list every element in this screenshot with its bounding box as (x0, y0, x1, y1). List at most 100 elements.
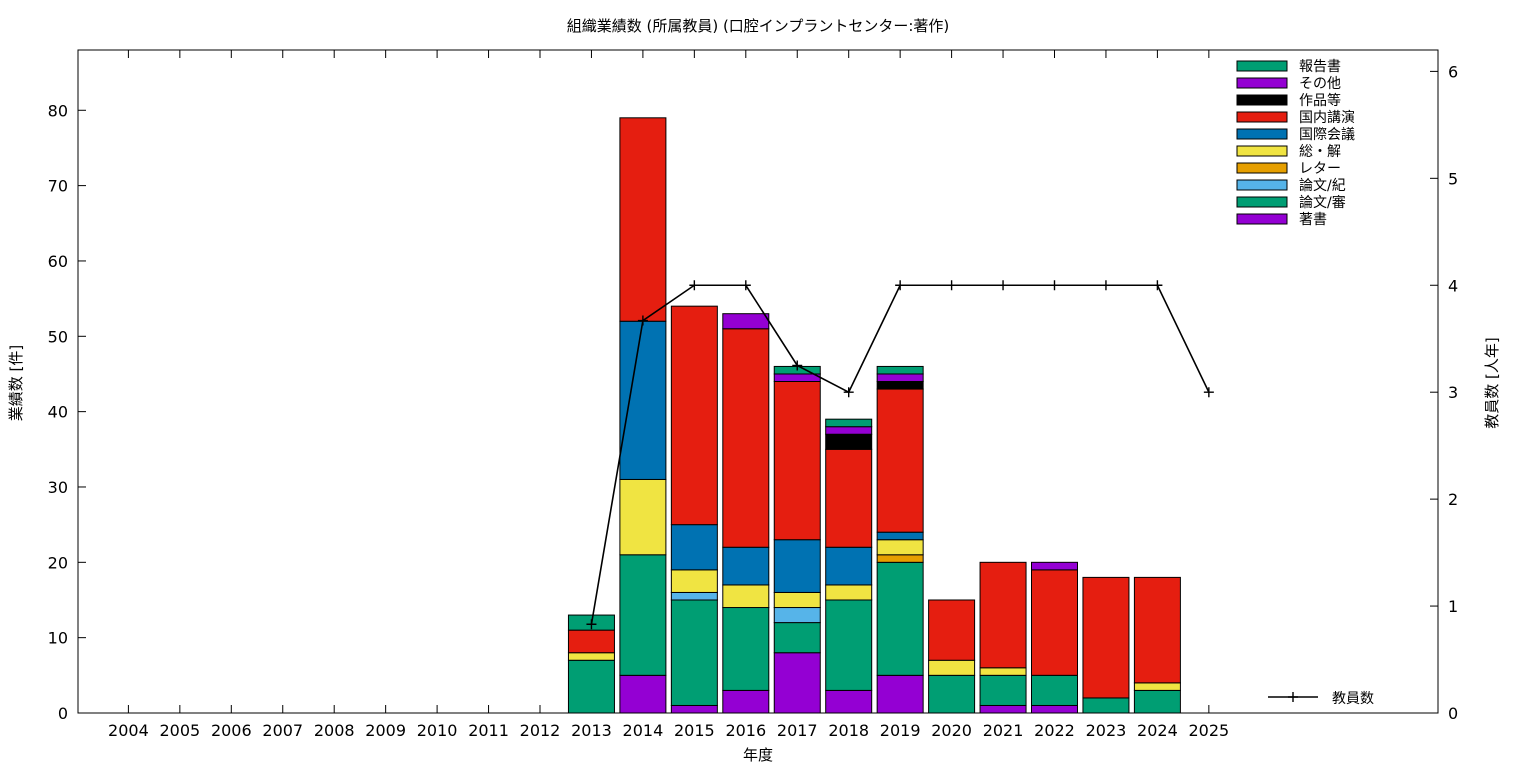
bar-segment (1031, 674, 1078, 706)
bar-segment (773, 622, 821, 654)
faculty-line-point (895, 280, 906, 291)
legend-label: 国内講演 (1299, 110, 1355, 126)
y2-tick-label: 3 (1448, 383, 1458, 402)
y2-tick-label: 5 (1448, 169, 1458, 188)
bar-segment (722, 546, 770, 586)
y2-axis-ticks: 0 1 2 3 4 5 6 (1430, 62, 1458, 723)
legend-label: その他 (1299, 76, 1341, 92)
bars (567, 117, 1181, 714)
legend-line-marker (1288, 692, 1298, 702)
x-tick-label: 2010 (417, 721, 458, 740)
y-tick-label: 70 (48, 177, 68, 196)
x-tick-label: 2015 (674, 721, 715, 740)
faculty-line-point (1100, 280, 1111, 291)
legend-swatch (1236, 60, 1288, 72)
legend-label: 報告書 (1299, 59, 1341, 75)
bar-segment (979, 674, 1027, 706)
bar-segment (619, 117, 667, 322)
x-tick-label: 2017 (777, 721, 818, 740)
bar-segment (876, 373, 924, 383)
x-tick-label: 2025 (1188, 721, 1229, 740)
faculty-line-point (637, 315, 648, 326)
bar-segment (825, 599, 873, 691)
x-tick-label: 2016 (725, 721, 766, 740)
bar-segment (619, 478, 667, 556)
x-tick-label: 2009 (365, 721, 406, 740)
faculty-line-point (843, 387, 854, 398)
bar-segment (773, 373, 821, 383)
y-tick-label: 40 (48, 403, 68, 422)
bar-segment (619, 674, 667, 714)
x-tick-label: 2004 (108, 721, 149, 740)
y2-tick-label: 4 (1448, 276, 1458, 295)
x-tick-label: 2018 (828, 721, 869, 740)
bar-segment (979, 667, 1027, 676)
bar-segment (722, 328, 770, 548)
legend-line-label: 教員数 (1332, 691, 1374, 707)
bar-segment (619, 554, 667, 676)
chart-title: 組織業績数 (所属教員) (口腔インプラントセンター:著作) (567, 17, 950, 35)
faculty-line-point (740, 280, 751, 291)
bar-segment (670, 305, 718, 526)
bar-segment (722, 584, 770, 609)
x-tick-label: 2021 (983, 721, 1024, 740)
bar-segment (1082, 576, 1130, 699)
legend-swatch (1236, 128, 1288, 140)
bar-segment (928, 599, 976, 661)
bar-segment (825, 584, 873, 601)
x-axis-ticks: 2004 2005 2006 2007 2008 2009 2010 2011 2012 2013… (108, 50, 1229, 740)
bar-segment (670, 591, 718, 601)
faculty-line-point (1152, 280, 1163, 291)
bar-segment (722, 689, 770, 714)
legend-label: 論文/審 (1299, 195, 1346, 211)
faculty-line-point (1049, 280, 1060, 291)
x-tick-label: 2022 (1034, 721, 1075, 740)
bar-segment (567, 652, 615, 661)
bar-segment (670, 704, 718, 714)
x-tick-label: 2011 (468, 721, 509, 740)
legend-label: 総・解 (1299, 144, 1341, 160)
bar-segment (722, 313, 770, 330)
x-tick-label: 2020 (931, 721, 972, 740)
bar-segment (773, 591, 821, 609)
x-tick-label: 2023 (1086, 721, 1127, 740)
legend-label: 著書 (1299, 212, 1327, 228)
legend-swatch (1236, 94, 1288, 106)
bar-segment (928, 674, 976, 714)
bar-segment (979, 561, 1027, 669)
bar-segment (773, 381, 821, 541)
legend-label: 作品等 (1299, 92, 1341, 109)
bar-segment (1133, 682, 1181, 691)
y-tick-label: 10 (48, 629, 68, 648)
bar-segment (722, 607, 770, 691)
x-tick-label: 2013 (571, 721, 612, 740)
bar-segment (825, 426, 873, 435)
bar-segment (876, 561, 924, 676)
bar-segment (773, 607, 821, 624)
bar-segment (670, 569, 718, 593)
y-tick-label: 50 (48, 327, 68, 346)
legend-swatch (1236, 213, 1288, 225)
faculty-line (586, 280, 1214, 630)
legend-swatch (1236, 77, 1288, 89)
y-tick-label: 20 (48, 553, 68, 572)
bar-segment (825, 546, 873, 586)
y-axis-label: 業績数 [件] (7, 345, 25, 421)
x-tick-label: 2005 (159, 721, 200, 740)
bar-segment (619, 320, 667, 480)
x-tick-label: 2007 (262, 721, 303, 740)
bar-segment (876, 388, 924, 533)
y2-tick-label: 6 (1448, 62, 1458, 81)
x-tick-label: 2008 (314, 721, 355, 740)
bar-segment (1133, 689, 1181, 714)
bar-segment (1031, 704, 1078, 714)
x-tick-label: 2014 (623, 721, 664, 740)
bar-segment (876, 674, 924, 714)
y-tick-label: 30 (48, 478, 68, 497)
bar-segment (928, 659, 976, 676)
bar-segment (567, 659, 615, 714)
faculty-line-point (586, 619, 597, 630)
